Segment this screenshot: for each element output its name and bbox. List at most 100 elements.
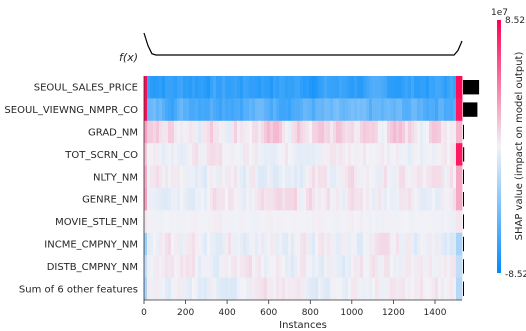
heatmap-cell [342, 255, 346, 278]
heatmap-cell [219, 165, 223, 189]
heatmap-cell [366, 277, 370, 301]
heatmap-cell [210, 188, 214, 211]
heatmap-cell [159, 255, 163, 278]
heatmap-cell [198, 76, 202, 99]
heatmap-cell [303, 76, 307, 99]
heatmap-cell [261, 255, 265, 278]
heatmap-cell [369, 210, 373, 234]
heatmap-cell [171, 188, 175, 211]
heatmap-cell [150, 255, 154, 278]
heatmap-cell [228, 165, 232, 189]
heatmap-cell [204, 210, 208, 234]
heatmap-cell [372, 255, 376, 278]
heatmap-cell [399, 76, 403, 99]
heatmap-cell [417, 76, 421, 99]
heatmap-cell [210, 165, 214, 189]
heatmap-cell [264, 98, 268, 122]
heatmap-cell [426, 232, 430, 256]
heatmap-cell [432, 277, 436, 301]
heatmap-cell [222, 232, 226, 256]
heatmap-cell [261, 143, 265, 166]
heatmap-cell [219, 255, 223, 278]
heatmap-cell [405, 143, 409, 166]
heatmap-cell [210, 143, 214, 166]
heatmap-cell [363, 98, 367, 122]
heatmap-cell [405, 188, 409, 211]
heatmap-cell [300, 143, 304, 166]
heatmap-cell [159, 188, 163, 211]
heatmap-cell [312, 210, 316, 234]
heatmap-cell [153, 98, 157, 122]
heatmap-cell [396, 143, 400, 166]
heatmap-cell [372, 98, 376, 122]
heatmap-cell [336, 76, 340, 99]
heatmap-cell [156, 98, 160, 122]
heatmap-cell [297, 188, 301, 211]
heatmap-cell [339, 255, 343, 278]
heatmap-cell [336, 98, 340, 122]
heatmap-cell [456, 210, 460, 234]
heatmap-cell [327, 76, 331, 99]
heatmap-cell [348, 188, 352, 211]
heatmap-cell [309, 210, 313, 234]
heatmap-cell [168, 255, 172, 278]
heatmap-cell [282, 232, 286, 256]
heatmap-cell [327, 277, 331, 301]
heatmap-cell [264, 76, 268, 99]
heatmap-cell [294, 210, 298, 234]
heatmap-cell [390, 232, 394, 256]
heatmap-cell [162, 143, 166, 166]
heatmap-cell [252, 120, 256, 144]
heatmap-cell [312, 255, 316, 278]
heatmap-cell [303, 143, 307, 166]
heatmap-cell [408, 255, 412, 278]
heatmap-cell [255, 76, 259, 99]
heatmap-cell [363, 188, 367, 211]
heatmap-cell [366, 210, 370, 234]
heatmap-cell [258, 232, 262, 256]
heatmap-cell [456, 76, 460, 99]
heatmap-cell [219, 120, 223, 144]
heatmap-cell [381, 210, 385, 234]
x-tick-label: 600 [260, 308, 277, 318]
heatmap-cell [144, 232, 148, 256]
heatmap-cell [396, 188, 400, 211]
heatmap-cell [288, 143, 292, 166]
heatmap-cell [408, 210, 412, 234]
heatmap-cell [387, 255, 391, 278]
heatmap-cell [369, 277, 373, 301]
heatmap-cell [318, 98, 322, 122]
heatmap-cell [210, 98, 214, 122]
heatmap-cell [456, 188, 460, 211]
heatmap-cell [213, 277, 217, 301]
heatmap-cell [438, 165, 442, 189]
heatmap-cell [153, 210, 157, 234]
heatmap-cell [300, 76, 304, 99]
heatmap-cell [144, 120, 148, 144]
heatmap-cell [333, 188, 337, 211]
heatmap-cell [231, 255, 235, 278]
heatmap-cell [204, 165, 208, 189]
heatmap-cell [441, 120, 445, 144]
feature-label: SEOUL_SALES_PRICE [34, 83, 138, 94]
heatmap-cell [285, 210, 289, 234]
heatmap-cell [168, 76, 172, 99]
heatmap-cell [279, 188, 283, 211]
heatmap-cell [297, 120, 301, 144]
heatmap-cell [294, 143, 298, 166]
heatmap-cell [372, 165, 376, 189]
heatmap-cell [450, 120, 454, 144]
heatmap-cell [348, 165, 352, 189]
heatmap-cell [312, 188, 316, 211]
heatmap-cell [372, 188, 376, 211]
heatmap-cell [252, 277, 256, 301]
heatmap-cell [231, 120, 235, 144]
heatmap-cell [390, 188, 394, 211]
heatmap-cell [144, 255, 148, 278]
heatmap-cell [192, 98, 196, 122]
heatmap-cell [186, 210, 190, 234]
heatmap-cell [375, 210, 379, 234]
heatmap-cell [426, 98, 430, 122]
heatmap-cell [216, 277, 220, 301]
heatmap-cell [201, 188, 205, 211]
